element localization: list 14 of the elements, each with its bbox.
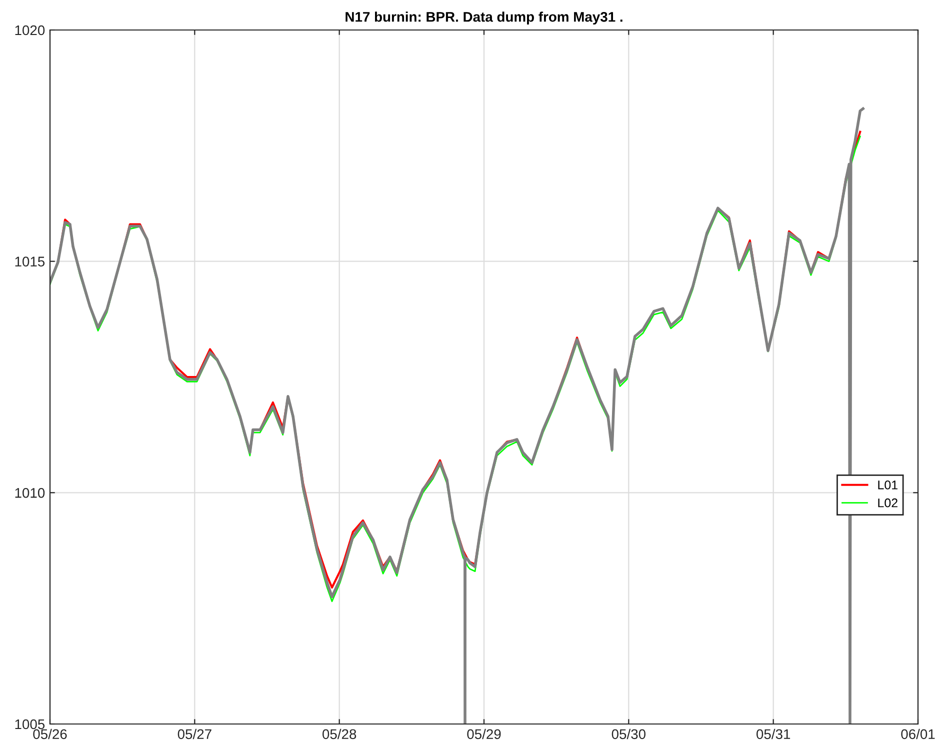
x-tick-label: 06/01 (901, 728, 935, 740)
x-tick-label: 05/28 (322, 728, 356, 740)
legend-label: L01 (878, 480, 898, 490)
y-tick-label: 1020 (15, 25, 45, 36)
legend-label: L02 (878, 498, 898, 508)
chart-title: N17 burnin: BPR. Data dump from May31 . (346, 12, 622, 25)
y-tick-label: 1005 (15, 719, 45, 730)
x-tick-label: 05/29 (467, 728, 501, 740)
x-tick-label: 05/30 (612, 728, 646, 740)
x-tick-label: 05/31 (756, 728, 790, 740)
y-tick-label: 1010 (15, 488, 45, 498)
x-tick-label: 05/27 (178, 728, 212, 740)
x-tick-label: 05/26 (33, 728, 67, 740)
y-tick-label: 1015 (15, 256, 45, 267)
